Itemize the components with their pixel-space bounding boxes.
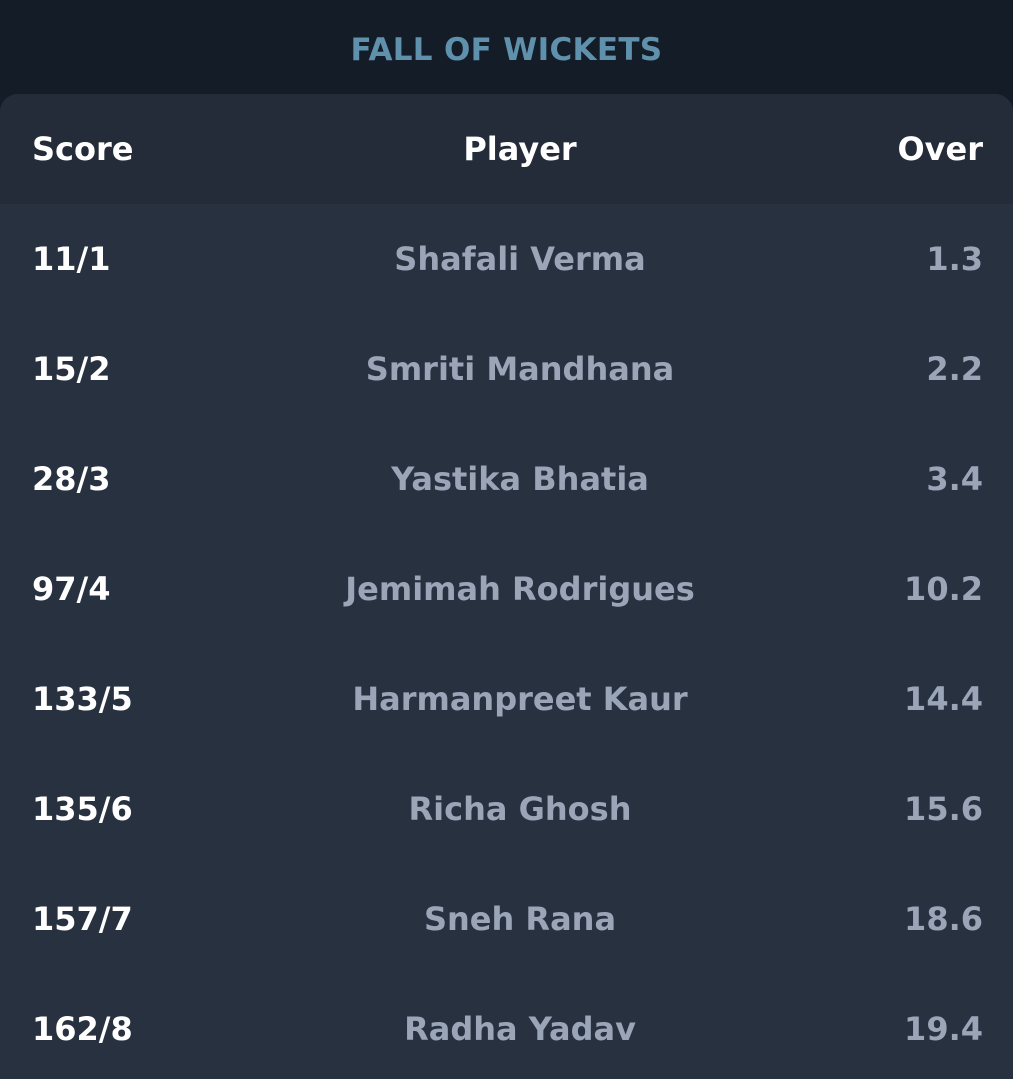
- row-score: 28/3: [32, 460, 111, 498]
- row-score: 133/5: [32, 680, 133, 718]
- row-player[interactable]: Yastika Bhatia: [391, 460, 649, 498]
- fall-of-wickets-table: Score Player Over 11/1 Shafali Verma 1.3…: [0, 94, 1013, 1079]
- table-row: 15/2 Smriti Mandhana 2.2: [0, 314, 1013, 424]
- row-over: 2.2: [926, 350, 983, 388]
- section-title: FALL OF WICKETS: [350, 32, 663, 68]
- table-header: Score Player Over: [0, 94, 1013, 204]
- header-score: Score: [32, 130, 134, 168]
- row-over: 1.3: [926, 240, 983, 278]
- row-score: 97/4: [32, 570, 111, 608]
- row-score: 11/1: [32, 240, 111, 278]
- table-row: 133/5 Harmanpreet Kaur 14.4: [0, 644, 1013, 754]
- row-score: 157/7: [32, 900, 133, 938]
- row-player[interactable]: Shafali Verma: [394, 240, 646, 278]
- row-score: 15/2: [32, 350, 111, 388]
- row-player[interactable]: Jemimah Rodrigues: [345, 570, 695, 608]
- table-row: 135/6 Richa Ghosh 15.6: [0, 754, 1013, 864]
- row-player[interactable]: Richa Ghosh: [408, 790, 632, 828]
- row-over: 15.6: [904, 790, 983, 828]
- header-over: Over: [897, 130, 983, 168]
- row-over: 3.4: [926, 460, 983, 498]
- header-player: Player: [463, 130, 577, 168]
- table-row: 157/7 Sneh Rana 18.6: [0, 864, 1013, 974]
- row-over: 14.4: [904, 680, 983, 718]
- row-player[interactable]: Radha Yadav: [404, 1010, 636, 1048]
- table-row: 11/1 Shafali Verma 1.3: [0, 204, 1013, 314]
- row-over: 18.6: [904, 900, 983, 938]
- row-player[interactable]: Harmanpreet Kaur: [352, 680, 688, 718]
- row-player[interactable]: Sneh Rana: [423, 900, 617, 938]
- row-over: 10.2: [904, 570, 983, 608]
- table-row: 97/4 Jemimah Rodrigues 10.2: [0, 534, 1013, 644]
- row-score: 162/8: [32, 1010, 133, 1048]
- table-row: 162/8 Radha Yadav 19.4: [0, 974, 1013, 1079]
- row-over: 19.4: [904, 1010, 983, 1048]
- row-player[interactable]: Smriti Mandhana: [365, 350, 675, 388]
- row-score: 135/6: [32, 790, 133, 828]
- table-row: 28/3 Yastika Bhatia 3.4: [0, 424, 1013, 534]
